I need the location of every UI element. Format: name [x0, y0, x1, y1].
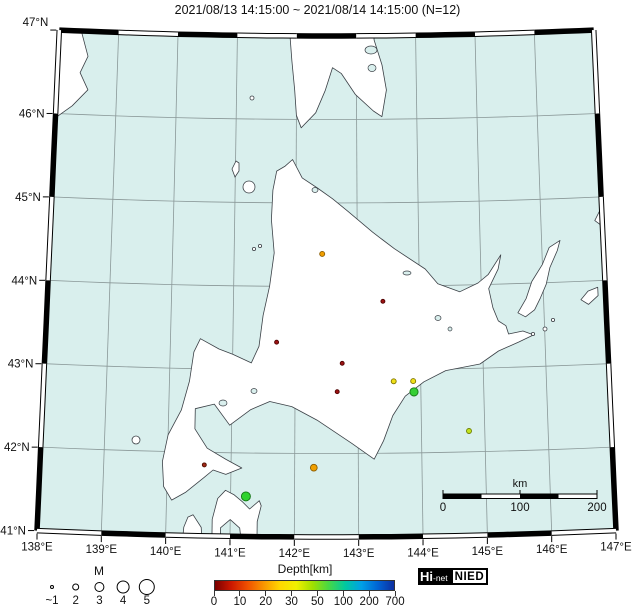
depth-tick-label: 100 [333, 596, 353, 608]
map-frame [34, 27, 619, 540]
depth-tick-label: 50 [311, 596, 324, 608]
magnitude-symbol-3 [94, 582, 105, 592]
parallel-gridline [40, 446, 613, 454]
small-island [257, 243, 262, 248]
depth-colorbar [214, 580, 395, 591]
scale-bar-label: 0 [440, 502, 446, 514]
small-island [551, 317, 556, 322]
scale-bar-label: 100 [510, 502, 529, 514]
hinet-logo-hi: Hi [420, 569, 433, 584]
depth-tick-label: 20 [259, 596, 273, 608]
depth-tick [342, 591, 344, 596]
hinet-nied-logo[interactable]: Hi -net NIED [418, 568, 489, 585]
earthquake-marker-4 [339, 360, 345, 366]
earthquake-marker-8 [409, 387, 419, 397]
earthquake-marker-7 [410, 378, 417, 385]
small-island [251, 246, 256, 251]
earthquake-marker-3 [274, 339, 280, 345]
magnitude-label: 2 [72, 595, 79, 607]
lon-label: 145°E [472, 546, 504, 558]
lake [311, 187, 319, 193]
parallel-gridline [55, 113, 598, 120]
lake [434, 315, 442, 321]
small-island [542, 326, 548, 332]
magnitude-symbol-1 [50, 585, 54, 589]
depth-tick-label: 10 [233, 596, 247, 608]
magnitude-legend-symbols [50, 579, 155, 595]
scale-bar-unit: km [513, 478, 528, 490]
lat-label: 42°N [4, 442, 30, 454]
lon-label: 138°E [21, 542, 53, 554]
landmass-rebun [231, 160, 240, 178]
landmass-kunashiri [517, 239, 561, 318]
lon-label: 143°E [343, 548, 375, 560]
depth-tick-label: 700 [385, 596, 405, 608]
magnitude-symbol-2 [72, 583, 80, 591]
lon-label: 147°E [600, 542, 632, 554]
depth-tick [394, 591, 396, 596]
earthquake-marker-1 [319, 250, 326, 257]
magnitude-symbol-5 [138, 579, 155, 595]
depth-tick [265, 591, 267, 596]
depth-tick-label: 200 [359, 596, 379, 608]
lat-label: 45°N [15, 192, 41, 204]
lake [367, 64, 377, 72]
small-island [531, 331, 536, 336]
lat-label: 44°N [11, 275, 37, 287]
lake [250, 388, 258, 394]
magnitude-label: 4 [119, 595, 127, 607]
hinet-logo-box: Hi -net [418, 568, 451, 585]
earthquake-marker-10 [201, 462, 207, 468]
scale-bar-label: 200 [587, 502, 606, 514]
depth-tick [291, 591, 293, 596]
small-island [242, 180, 256, 194]
lon-label: 144°E [407, 547, 439, 559]
nied-logo-box: NIED [450, 568, 489, 585]
magnitude-legend-title: M [94, 564, 104, 578]
hinet-logo-net: -net [433, 572, 448, 583]
page-title: 2021/08/13 14:15:00 ~ 2021/08/14 14:15:0… [174, 3, 461, 17]
depth-tick [316, 591, 318, 596]
magnitude-label: 5 [143, 595, 150, 607]
depth-legend-title: Depth[km] [277, 562, 333, 576]
lon-label: 139°E [86, 544, 118, 556]
lat-label: 47°N [23, 17, 49, 29]
earthquake-markers [201, 250, 472, 502]
lake [447, 326, 453, 332]
earthquake-marker-5 [334, 389, 340, 395]
landmass-shikotan [580, 286, 599, 305]
depth-tick [368, 591, 370, 596]
earthquake-marker-12 [240, 491, 251, 502]
lon-label: 146°E [536, 544, 568, 556]
lon-label: 142°E [279, 548, 311, 560]
magnitude-label: 3 [96, 595, 103, 607]
earthquake-marker-11 [309, 463, 318, 472]
lake [364, 45, 378, 55]
map-axis-labels: 47°N 46°N 45°N 44°N 43°N 42°N 41°N 138°E 139°E 14… [0, 17, 632, 560]
lon-label: 140°E [150, 546, 182, 558]
depth-tick-label: 0 [210, 596, 218, 608]
lat-label: 46°N [19, 108, 45, 120]
lat-label: 43°N [8, 359, 34, 371]
depth-tick-label: 30 [285, 596, 298, 608]
depth-tick [213, 591, 215, 596]
earthquake-marker-2 [380, 298, 386, 304]
small-island [131, 435, 141, 445]
lon-label: 141°E [214, 547, 246, 559]
depth-tick [239, 591, 241, 596]
landmass-shimokita [211, 489, 262, 537]
lake [402, 270, 412, 276]
landmass-hokkaido [161, 159, 534, 501]
magnitude-symbol-4 [116, 580, 130, 594]
earthquake-marker-6 [390, 378, 397, 385]
earthquake-marker-9 [466, 428, 472, 434]
small-island [249, 95, 255, 101]
lake [218, 399, 228, 407]
map-scale-bar: 0 100 200 km [440, 478, 607, 514]
lat-label: 41°N [0, 526, 26, 538]
magnitude-label: ~1 [45, 595, 59, 607]
landmass-sakhalin [287, 30, 387, 129]
